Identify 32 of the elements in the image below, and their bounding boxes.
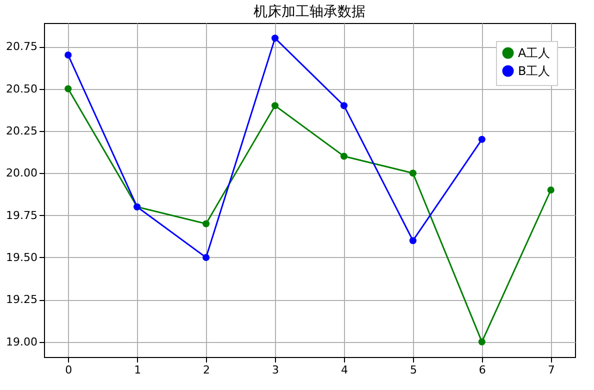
chart-title: 机床加工轴承数据 (254, 4, 366, 20)
x-tick-label: 1 (134, 364, 142, 376)
x-tick-label: 6 (478, 364, 486, 376)
point (478, 136, 486, 143)
y-tick-label: 20.50 (6, 82, 38, 96)
point (409, 170, 416, 177)
point (64, 52, 72, 59)
point (478, 338, 486, 346)
legend-label: A工人 (518, 46, 550, 60)
point (202, 220, 210, 228)
y-tick-label: 20.25 (6, 124, 38, 138)
y-tick-label: 20.75 (6, 40, 38, 54)
x-tick-label: 0 (65, 364, 72, 376)
point (547, 186, 554, 194)
x-tick-label: 7 (548, 364, 555, 376)
legend-label: B工人 (518, 64, 550, 78)
point (64, 85, 72, 92)
x-tick-label: 2 (203, 364, 210, 376)
x-tick-label: 5 (410, 364, 417, 376)
point (340, 102, 348, 110)
point (202, 254, 210, 262)
y-tick-label: 19.25 (6, 293, 38, 306)
point (271, 102, 279, 110)
x-tick-label: 3 (272, 364, 280, 376)
point (340, 152, 348, 160)
y-tick-label: 20.00 (6, 166, 38, 180)
y-tick-label: 19.75 (6, 208, 38, 222)
y-tick-label: 19.50 (6, 250, 38, 264)
point (409, 237, 416, 244)
x-tick-label: 4 (340, 364, 348, 376)
point (271, 34, 279, 42)
y-tick-label: 19.00 (6, 335, 38, 348)
